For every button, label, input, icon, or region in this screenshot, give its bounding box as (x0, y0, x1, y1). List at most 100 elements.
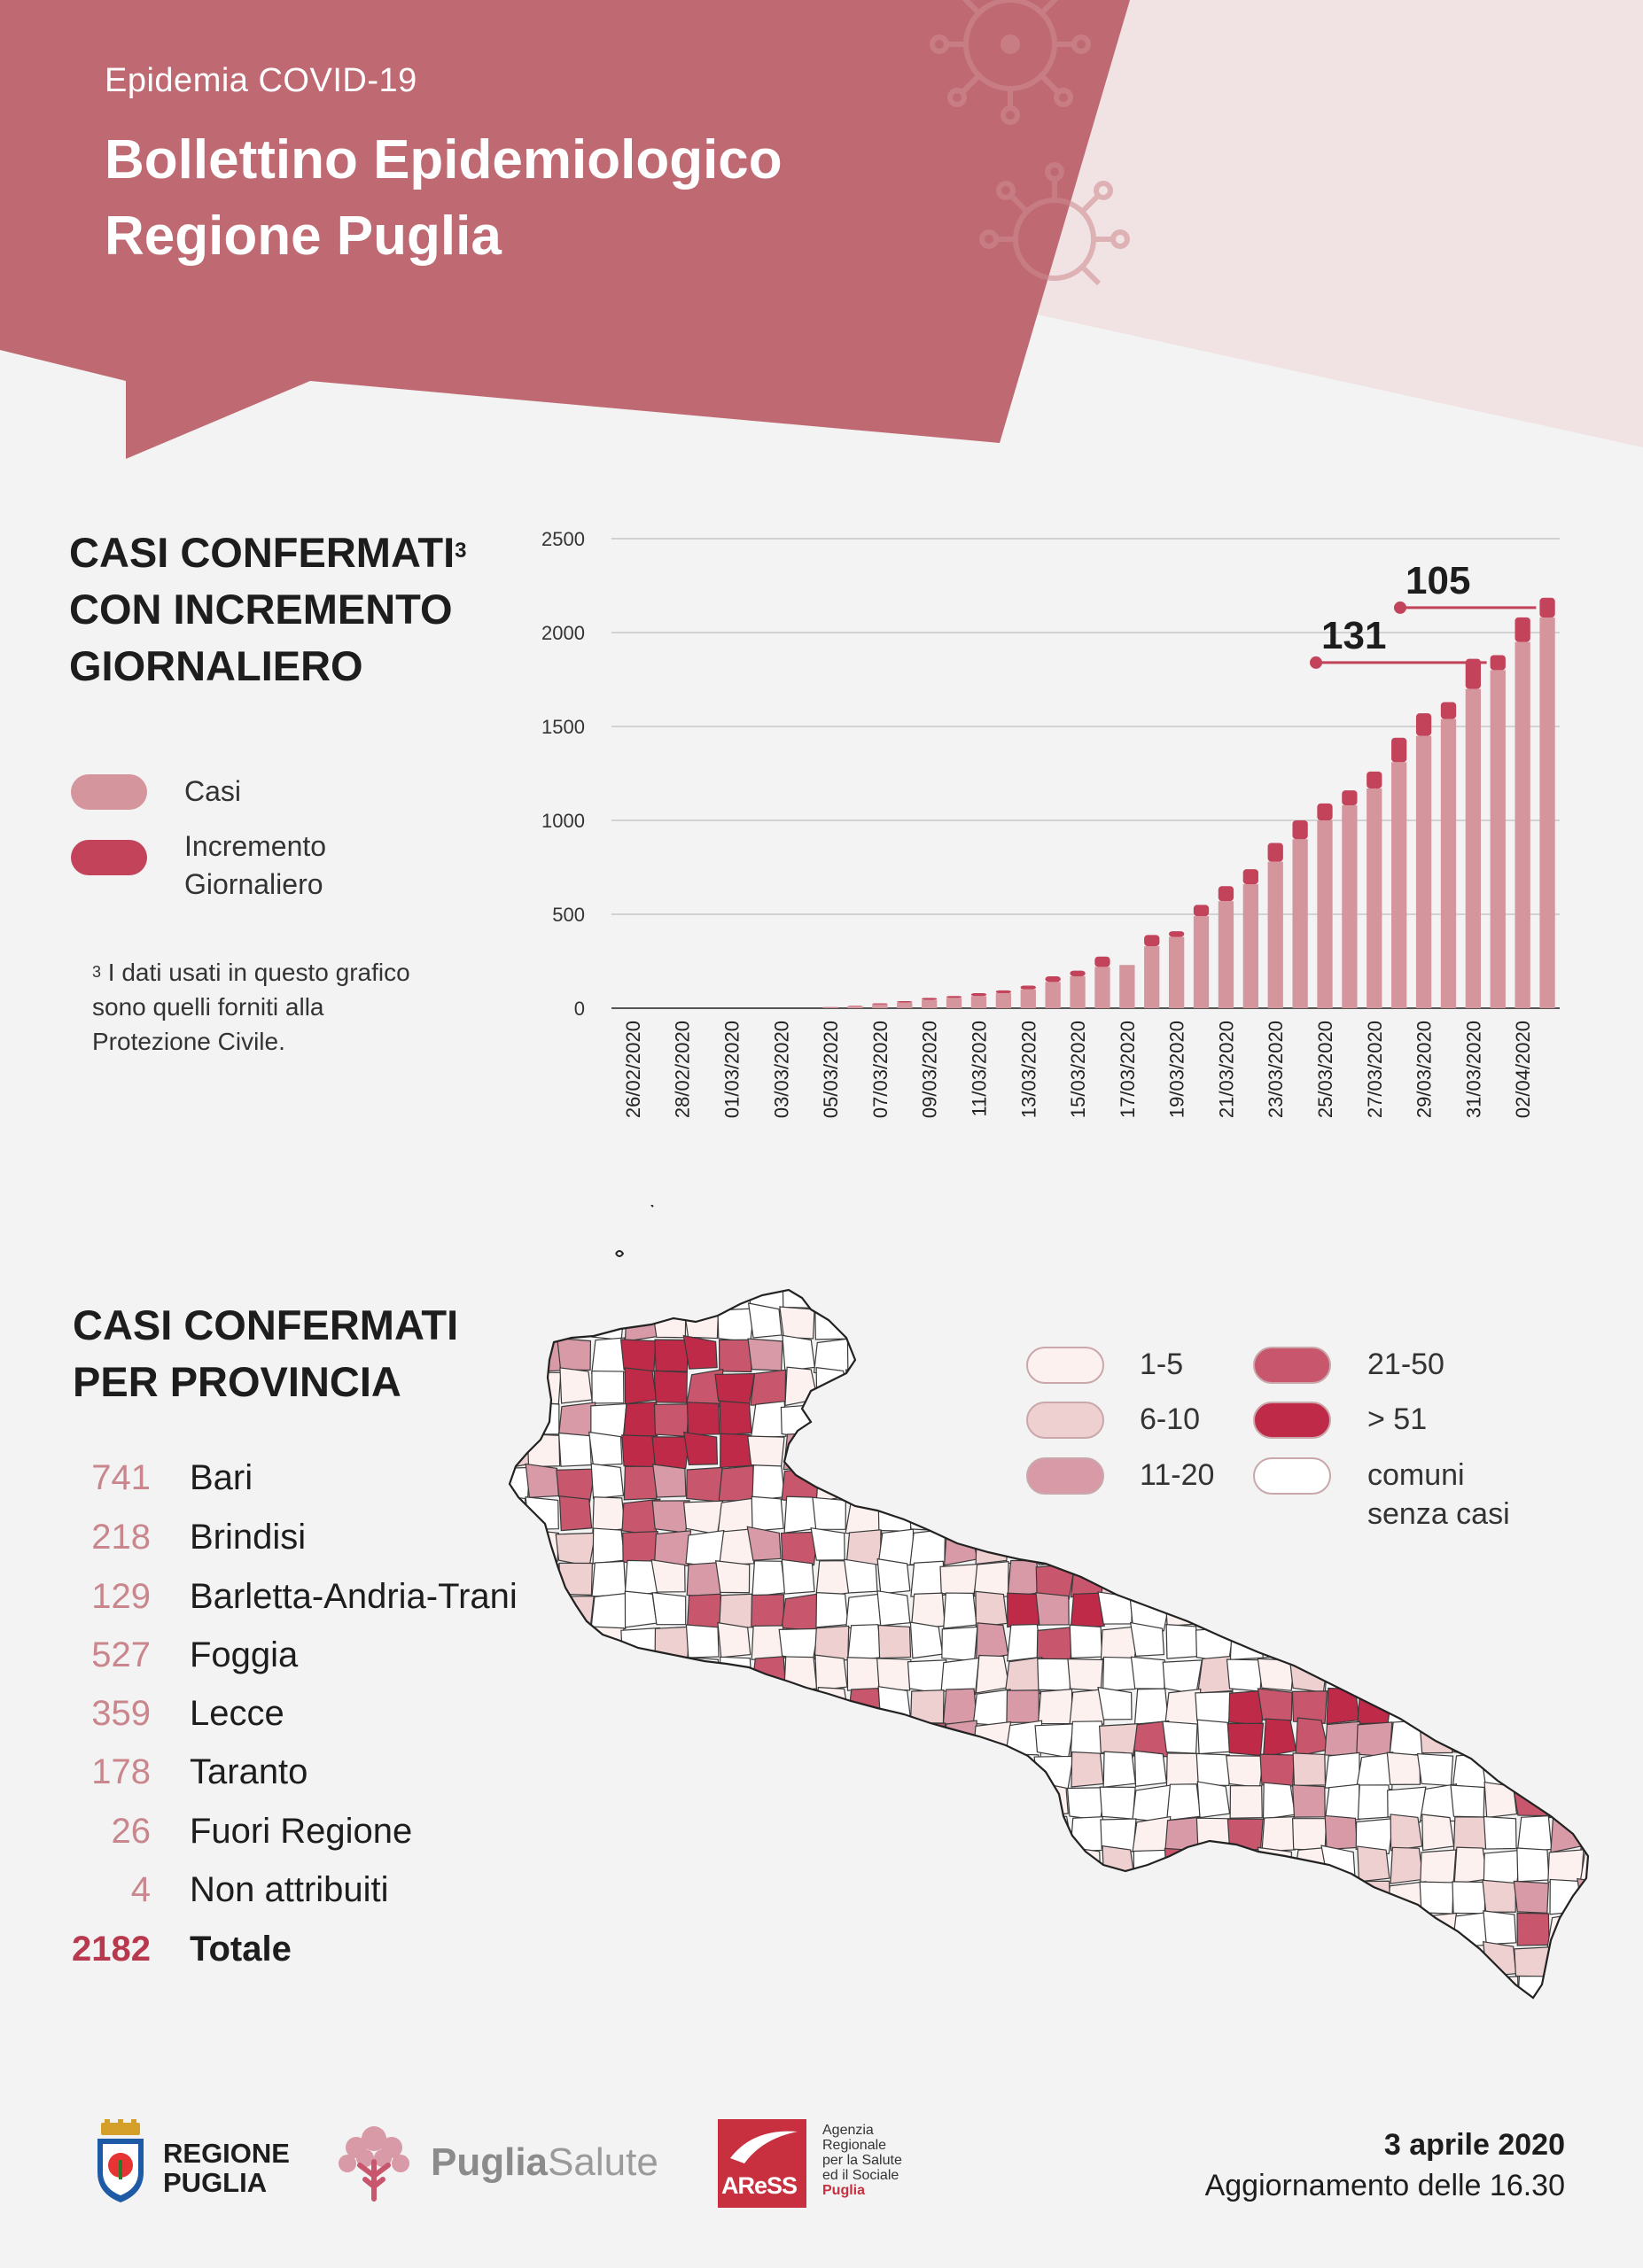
municipality-area (1101, 1562, 1137, 1597)
municipality-area (655, 1910, 689, 1946)
municipality-area (1576, 1750, 1588, 1784)
municipality-area (908, 1722, 946, 1758)
municipality-area (1419, 1290, 1459, 1313)
municipality-area (687, 1815, 720, 1851)
municipality-area (940, 1657, 980, 1696)
pugliasalute-bold: Puglia (431, 2140, 549, 2184)
municipality-area (780, 1531, 819, 1566)
municipality-area (589, 1290, 627, 1311)
municipality-area (814, 1814, 848, 1851)
municipality-area (587, 1819, 627, 1853)
municipality-area (846, 1657, 880, 1691)
municipality-area (510, 1560, 531, 1597)
municipality-area (1036, 1626, 1076, 1664)
municipality-area (686, 1783, 723, 1821)
municipality-area (1003, 1879, 1039, 1914)
municipality-area (1008, 2008, 1041, 2043)
province-name: Brindisi (190, 1518, 307, 1557)
municipality-area (682, 1431, 719, 1466)
municipality-area (656, 2008, 690, 2043)
municipality-area (845, 1369, 879, 1403)
municipality-area (1550, 1718, 1584, 1757)
annotation-label: 131 (1321, 614, 1386, 657)
municipality-area (718, 1464, 754, 1502)
municipality-area (624, 2008, 658, 2043)
bar-casi (970, 996, 987, 1008)
municipality-area (1131, 1977, 1171, 1998)
municipality-area (1004, 1977, 1040, 1998)
municipality-area (782, 1290, 817, 1309)
municipality-area (1102, 1845, 1135, 1883)
municipality-area (559, 1720, 595, 1757)
municipality-area (1515, 1336, 1553, 1375)
bar-casi (1242, 884, 1258, 1008)
map-legend-no-cases-line-1: comuni (1367, 1458, 1465, 1492)
municipality-area (1292, 1752, 1327, 1787)
bar-casi (1070, 975, 1086, 1008)
aress-line-2: Regionale (822, 2138, 887, 2153)
municipality-area (619, 1656, 655, 1689)
municipality-area (1260, 1306, 1297, 1343)
municipality-area (682, 1305, 720, 1340)
municipality-area (557, 1658, 597, 1696)
municipality-area (1070, 1720, 1105, 1757)
municipality-area (561, 2008, 594, 2043)
municipality-area (1576, 1787, 1588, 1822)
bar-casi (946, 998, 962, 1008)
municipality-area (813, 1290, 847, 1308)
municipality-area (588, 1431, 623, 1466)
municipality-area (1514, 1531, 1553, 1566)
header-subtitle: Epidemia COVID-19 (105, 62, 417, 99)
municipality-area (1390, 1846, 1424, 1884)
bar-casi (1317, 820, 1333, 1008)
municipality-area (1161, 1945, 1199, 1978)
municipality-area (876, 1557, 911, 1595)
municipality-area (1357, 1845, 1390, 1883)
municipality-area (943, 1526, 978, 1566)
regione-puglia-logo: REGIONE PUGLIA (92, 2119, 305, 2204)
municipality-area (1548, 1624, 1583, 1660)
municipality-area (750, 1973, 784, 1998)
municipality-area (510, 1290, 530, 1309)
municipality-area (1004, 1753, 1040, 1787)
municipality-area (686, 1913, 721, 1947)
municipality-area (1066, 1290, 1102, 1307)
province-name: Barletta-Andria-Trani (190, 1577, 518, 1616)
legend-label-incremento: Incremento Giornaliero (184, 827, 326, 904)
municipality-area (718, 1784, 755, 1821)
municipality-area (938, 1881, 977, 1915)
municipality-area (976, 1622, 1009, 1661)
municipality-area (1420, 1975, 1457, 1998)
municipality-area (1515, 1403, 1553, 1439)
municipality-area (1068, 1977, 1108, 1998)
municipality-area (877, 1624, 912, 1659)
municipality-area (973, 1914, 1008, 1947)
bar-casi (1539, 617, 1555, 1008)
municipality-area (526, 1786, 564, 1821)
municipality-area (1513, 1624, 1549, 1658)
municipality-area (1133, 1562, 1167, 1596)
x-tick-label: 25/03/2020 (1314, 1021, 1336, 1118)
municipality-area (1196, 1944, 1233, 1980)
bar-casi (1119, 965, 1135, 1008)
municipality-area (1513, 1432, 1548, 1466)
municipality-area (783, 1433, 819, 1471)
province-value: 359 (91, 1694, 151, 1733)
municipality-area (780, 1882, 817, 1915)
province-name: Non attribuiti (190, 1870, 389, 1909)
municipality-area (1420, 1623, 1457, 1662)
municipality-area (1450, 2011, 1487, 2043)
municipality-area (1101, 1290, 1137, 1310)
municipality-area (877, 1721, 914, 1757)
municipality-area (1132, 1290, 1166, 1308)
municipality-area (1452, 1816, 1487, 1852)
municipality-area (975, 1654, 1010, 1694)
x-tick-label: 05/03/2020 (820, 1021, 842, 1118)
x-tick-label: 31/03/2020 (1462, 1021, 1484, 1118)
municipality-area (683, 1752, 720, 1787)
municipality-area (1354, 1658, 1391, 1692)
municipality-area (783, 1847, 818, 1884)
municipality-area (560, 1973, 596, 1998)
municipality-area (591, 1879, 627, 1916)
province-row-foggia: 527 Foggia (35, 1628, 567, 1682)
